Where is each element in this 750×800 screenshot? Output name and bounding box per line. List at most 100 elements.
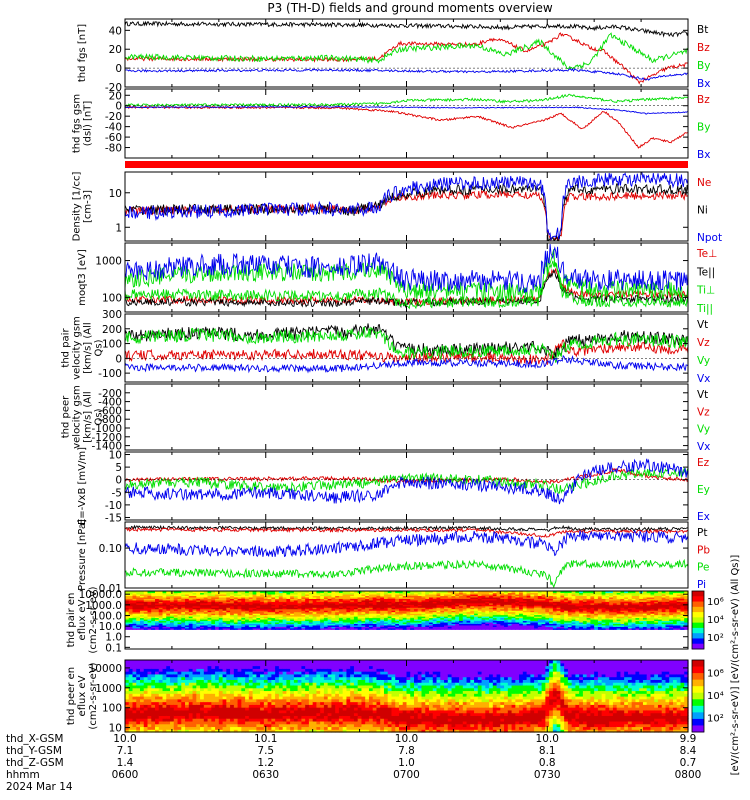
heatmap-cell bbox=[162, 665, 167, 669]
heatmap-cell bbox=[170, 602, 175, 605]
heatmap-cell bbox=[263, 614, 269, 617]
heatmap-cell bbox=[323, 608, 329, 611]
heatmap-cell bbox=[597, 611, 603, 614]
heatmap-cell bbox=[519, 604, 524, 607]
heatmap-cell bbox=[158, 596, 164, 599]
heatmap-cell bbox=[571, 591, 576, 594]
heatmap-cell bbox=[222, 593, 227, 597]
heatmap-cell bbox=[470, 602, 475, 605]
heatmap-cell bbox=[196, 662, 201, 667]
heatmap-cell bbox=[474, 616, 479, 619]
heatmap-cell bbox=[474, 623, 479, 626]
heatmap-cell bbox=[338, 617, 344, 620]
heatmap-cell bbox=[627, 592, 633, 595]
heatmap-cell bbox=[203, 618, 209, 622]
heatmap-cell bbox=[361, 613, 366, 616]
heatmap-cell bbox=[477, 616, 483, 619]
heatmap-cell bbox=[177, 624, 182, 627]
heatmap-cell bbox=[665, 605, 670, 608]
heatmap-cell bbox=[485, 624, 490, 627]
heatmap-cell bbox=[586, 620, 592, 623]
heatmap-cell bbox=[459, 605, 464, 608]
heatmap-cell bbox=[162, 626, 167, 629]
heatmap-cell bbox=[211, 690, 216, 694]
heatmap-cell bbox=[312, 610, 318, 613]
heatmap-cell bbox=[447, 620, 453, 623]
heatmap-cell bbox=[248, 621, 254, 624]
heatmap-cell bbox=[616, 608, 622, 611]
heatmap-cell bbox=[312, 626, 318, 629]
heatmap-cell bbox=[492, 624, 498, 627]
heatmap-cell bbox=[417, 623, 423, 626]
heatmap-cell bbox=[267, 624, 272, 627]
heatmap-cell bbox=[474, 614, 479, 617]
heatmap-cell bbox=[297, 595, 302, 598]
heatmap-cell bbox=[177, 618, 182, 622]
heatmap-cell bbox=[466, 607, 471, 610]
heatmap-cell bbox=[620, 605, 625, 608]
heatmap-cell bbox=[519, 605, 524, 608]
heatmap-cell bbox=[185, 707, 190, 711]
heatmap-cell bbox=[230, 617, 235, 620]
heatmap-cell bbox=[515, 604, 520, 607]
heatmap-cell bbox=[263, 616, 269, 619]
heatmap-cell bbox=[507, 616, 513, 619]
heatmap-cell bbox=[609, 618, 614, 622]
heatmap-cell bbox=[571, 617, 576, 620]
heatmap-cell bbox=[380, 607, 385, 610]
heatmap-cell bbox=[241, 601, 246, 604]
heatmap-cell bbox=[286, 601, 291, 604]
heatmap-cell bbox=[151, 682, 156, 686]
heatmap-cell bbox=[241, 621, 246, 624]
heatmap-cell bbox=[402, 627, 408, 630]
heatmap-cell bbox=[440, 611, 445, 614]
heatmap-cell bbox=[196, 679, 201, 683]
heatmap-cell bbox=[500, 591, 505, 594]
heatmap-cell bbox=[624, 599, 629, 602]
heatmap-cell bbox=[256, 608, 261, 611]
heatmap-cell bbox=[233, 618, 239, 622]
heatmap-cell bbox=[530, 621, 535, 624]
heatmap-cell bbox=[496, 604, 501, 607]
heatmap-cell bbox=[312, 599, 318, 602]
heatmap-cell bbox=[196, 665, 201, 669]
heatmap-cell bbox=[158, 626, 164, 629]
heatmap-cell bbox=[515, 626, 520, 629]
heatmap-cell bbox=[485, 623, 490, 626]
heatmap-cell bbox=[455, 598, 460, 601]
heatmap-cell bbox=[372, 617, 378, 620]
heatmap-cell bbox=[293, 596, 299, 599]
heatmap-cell bbox=[642, 627, 648, 630]
heatmap-cell bbox=[233, 593, 239, 597]
heatmap-cell bbox=[391, 627, 396, 630]
heatmap-cell bbox=[166, 707, 171, 711]
heatmap-cell bbox=[357, 617, 363, 620]
legend-label: Ez bbox=[697, 457, 710, 469]
heatmap-cell bbox=[676, 596, 682, 599]
heatmap-cell bbox=[293, 608, 299, 611]
heatmap-cell bbox=[278, 617, 284, 620]
heatmap-cell bbox=[594, 610, 599, 613]
heatmap-cell bbox=[417, 602, 423, 605]
heatmap-cell bbox=[218, 617, 224, 620]
heatmap-cell bbox=[481, 610, 486, 613]
heatmap-cell bbox=[556, 608, 561, 611]
heatmap-cell bbox=[489, 627, 494, 630]
heatmap-cell bbox=[496, 616, 501, 619]
heatmap-cell bbox=[402, 608, 408, 611]
heatmap-cell bbox=[128, 627, 134, 630]
heatmap-cell bbox=[327, 605, 333, 608]
heatmap-cell bbox=[575, 618, 580, 622]
heatmap-cell bbox=[350, 599, 355, 602]
heatmap-cell bbox=[293, 620, 299, 623]
heatmap-cell bbox=[421, 614, 426, 617]
heatmap-cell bbox=[162, 668, 167, 672]
y-axis-label-line: thd fgs [nT] bbox=[77, 24, 88, 82]
heatmap-cell bbox=[140, 605, 145, 608]
heatmap-cell bbox=[605, 602, 610, 605]
heatmap-cell bbox=[489, 614, 494, 617]
heatmap-cell bbox=[564, 599, 569, 602]
heatmap-cell bbox=[680, 598, 685, 601]
heatmap-cell bbox=[564, 605, 569, 608]
heatmap-cell bbox=[410, 607, 415, 610]
